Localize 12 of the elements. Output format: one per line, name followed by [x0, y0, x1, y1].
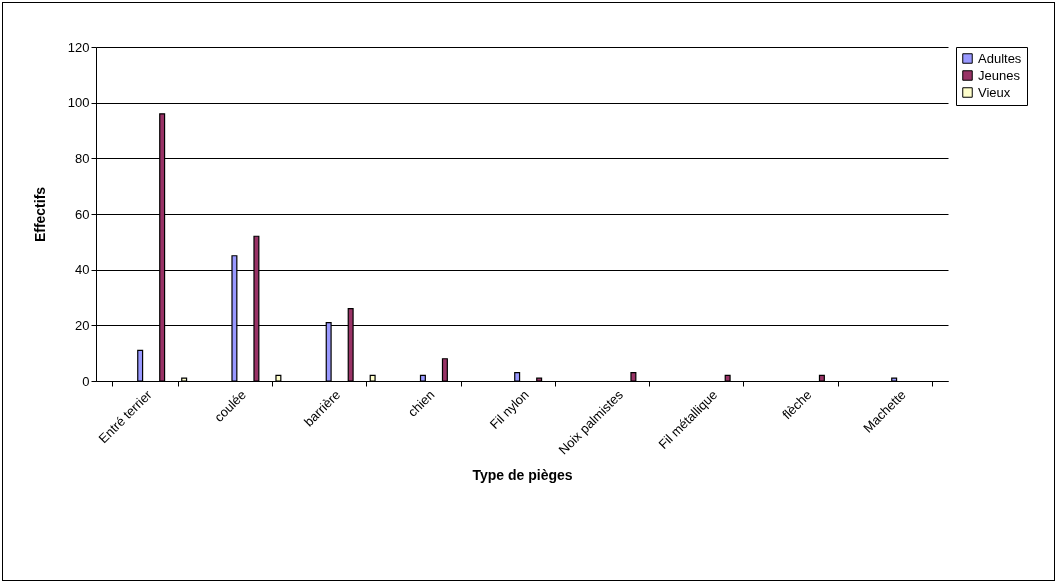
y-tick-label: 40: [75, 262, 90, 278]
legend-label: Jeunes: [978, 67, 1021, 83]
y-tick-label: 80: [75, 150, 90, 166]
legend-label: Vieux: [978, 84, 1011, 100]
x-axis-title: Type de pièges: [472, 467, 573, 484]
y-axis-title: Effectifs: [31, 186, 48, 243]
y-tick-label: 0: [82, 373, 90, 389]
y-tick-label: 60: [75, 206, 90, 222]
legend-label: Adultes: [978, 50, 1022, 66]
y-tick-label: 100: [67, 95, 90, 111]
y-tick-label: 120: [67, 39, 90, 55]
y-tick-label: 20: [75, 317, 90, 333]
